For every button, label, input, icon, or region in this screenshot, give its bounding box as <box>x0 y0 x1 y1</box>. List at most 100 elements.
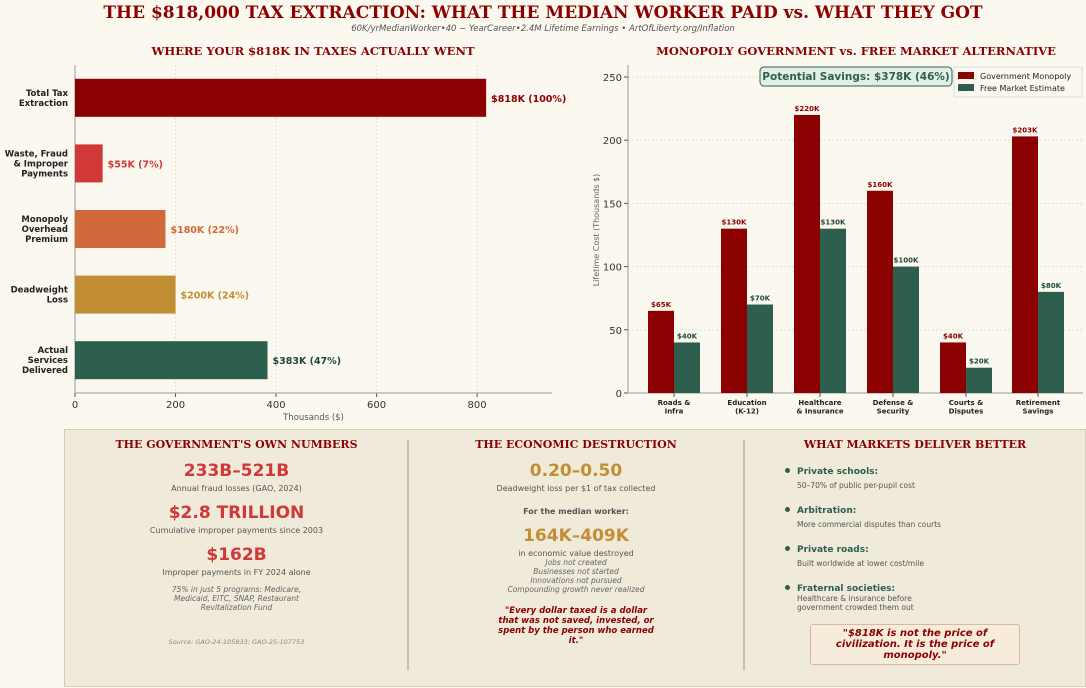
econ-quote: "Every dollar taxed is a dollar that was… <box>498 606 654 646</box>
charts-area: WHERE YOUR $818K IN TAXES ACTUALLY WENT … <box>5 44 1083 423</box>
savings-annotation: Potential Savings: $378K (46%) <box>762 71 949 83</box>
legend-swatch <box>958 72 974 79</box>
bar <box>1012 136 1038 393</box>
category-label: Premium <box>25 235 68 245</box>
econ-item: Innovations not pursued <box>530 576 622 585</box>
category-label: Loss <box>47 296 68 306</box>
cumulative-desc: Cumulative improper payments since 2003 <box>149 526 324 535</box>
category-label: Total Tax <box>26 89 69 99</box>
y-tick-label: 250 <box>603 73 622 84</box>
bar <box>75 210 166 248</box>
bar <box>674 342 700 393</box>
source-note: Source: GAO-24-105833; GAO-25-107753 <box>168 638 305 646</box>
x-tick-label: 800 <box>468 400 487 411</box>
bar-label: $203K <box>1013 126 1038 134</box>
value-desc: in economic value destroyed <box>518 549 634 558</box>
y-tick-label: 100 <box>603 263 622 274</box>
bar-label: $40K <box>677 332 698 340</box>
bar <box>75 275 176 314</box>
left-chart-title: WHERE YOUR $818K IN TAXES ACTUALLY WENT <box>150 44 475 58</box>
bar <box>721 228 747 393</box>
bullet-icon <box>785 546 790 551</box>
info-panel: THE GOVERNMENT'S OWN NUMBERS 233B–521B A… <box>64 429 1086 687</box>
category-label: Deadweight <box>11 286 68 296</box>
bar-label: $200K (24%) <box>181 291 250 302</box>
deadweight-desc: Deadweight loss per $1 of tax collected <box>496 484 656 493</box>
category-label: Services <box>28 356 68 366</box>
deadweight-range: 0.20–0.50 <box>529 461 623 481</box>
category-label: & Improper <box>13 159 68 169</box>
median-label: For the median worker: <box>523 507 629 516</box>
bar <box>75 78 487 117</box>
programs-note: 75% in just 5 programs: Medicare, Medica… <box>171 585 302 612</box>
subtitle: 60K/yrMedianWorker•40 − YearCareer•2.4M … <box>351 24 735 34</box>
y-axis-label: Lifetime Cost (Thousands $) <box>592 174 601 287</box>
category-label: Healthcare <box>798 399 841 407</box>
category-label: Education <box>727 399 766 407</box>
y-tick-label: 0 <box>616 389 622 400</box>
x-tick-label: 400 <box>267 400 286 411</box>
bar-label: $130K <box>821 219 846 227</box>
bullet-icon <box>785 507 790 512</box>
bullet-icon <box>785 468 790 473</box>
bar <box>966 367 992 393</box>
category-label: Infra <box>665 408 684 416</box>
right-chart-title: MONOPOLY GOVERNMENT vs. FREE MARKET ALTE… <box>656 44 1056 58</box>
item-desc: Healthcare & insurance before government… <box>797 594 914 612</box>
market-item: Private roads: Built worldwide at lower c… <box>785 545 1085 568</box>
category-label: Monopoly <box>21 215 68 225</box>
gov-numbers-column: THE GOVERNMENT'S OWN NUMBERS 233B–521B A… <box>65 430 408 686</box>
y-tick-label: 150 <box>603 199 622 210</box>
bullet-icon <box>785 585 790 590</box>
bar <box>1038 291 1064 393</box>
category-label: Disputes <box>949 408 984 416</box>
econ-item: Compounding growth never realized <box>507 585 645 594</box>
x-tick-label: 0 <box>72 400 78 411</box>
fy2024-desc: Improper payments in FY 2024 alone <box>162 568 311 577</box>
category-label: Waste, Fraud <box>5 149 68 159</box>
item-label: Private schools: <box>797 467 879 477</box>
bar-label: $130K <box>722 219 747 227</box>
bar <box>648 310 674 393</box>
category-label: Delivered <box>22 366 68 376</box>
bar <box>747 304 773 393</box>
econ-item: Businesses not started <box>533 567 619 576</box>
bar-label: $55K (7%) <box>108 159 163 170</box>
x-axis-label: Thousands ($) <box>282 413 344 423</box>
main-title: THE $818,000 TAX EXTRACTION: WHAT THE ME… <box>103 3 983 23</box>
item-label: Fraternal societies: <box>797 584 896 594</box>
fy2024-value: $162B <box>206 545 267 565</box>
gov-title: THE GOVERNMENT'S OWN NUMBERS <box>115 438 358 451</box>
item-desc: 50–70% of public per-pupil cost <box>797 481 915 490</box>
bar <box>940 342 966 393</box>
bar-label: $100K <box>894 257 919 265</box>
bar-label: $70K <box>750 295 771 303</box>
market-item: Fraternal societies: Healthcare & insuran… <box>785 584 1085 612</box>
savings-annotation-box <box>759 66 953 87</box>
bar-label: $818K (100%) <box>491 94 566 105</box>
category-label: (K-12) <box>735 408 759 416</box>
item-label: Private roads: <box>797 545 869 555</box>
value-destroyed: 164K–409K <box>523 526 629 546</box>
econ-item: Jobs not created <box>545 558 607 567</box>
divider <box>743 440 745 670</box>
divider <box>407 440 409 670</box>
bar <box>893 266 919 393</box>
econ-column: THE ECONOMIC DESTRUCTION 0.20–0.50 Deadw… <box>409 430 743 686</box>
legend-label: Free Market Estimate <box>980 84 1065 93</box>
category-label: Payments <box>21 169 68 179</box>
category-label: Retirement <box>1016 399 1061 407</box>
bar-label: $40K <box>943 332 964 340</box>
category-label: Courts & <box>949 399 983 407</box>
category-label: & Insurance <box>796 408 844 416</box>
bar <box>820 228 846 393</box>
market-item: Private schools: 50–70% of public per-pup… <box>785 467 1085 490</box>
item-label: Arbitration: <box>797 506 857 516</box>
cumulative-value: $2.8 TRILLION <box>168 503 305 523</box>
bar <box>867 190 893 393</box>
category-label: Roads & <box>658 399 691 407</box>
bar-label: $220K <box>795 105 820 113</box>
fraud-range: 233B–521B <box>183 461 290 481</box>
markets-quote: "$818K is not the price of civilization.… <box>810 624 1020 665</box>
y-tick-label: 50 <box>609 326 622 337</box>
